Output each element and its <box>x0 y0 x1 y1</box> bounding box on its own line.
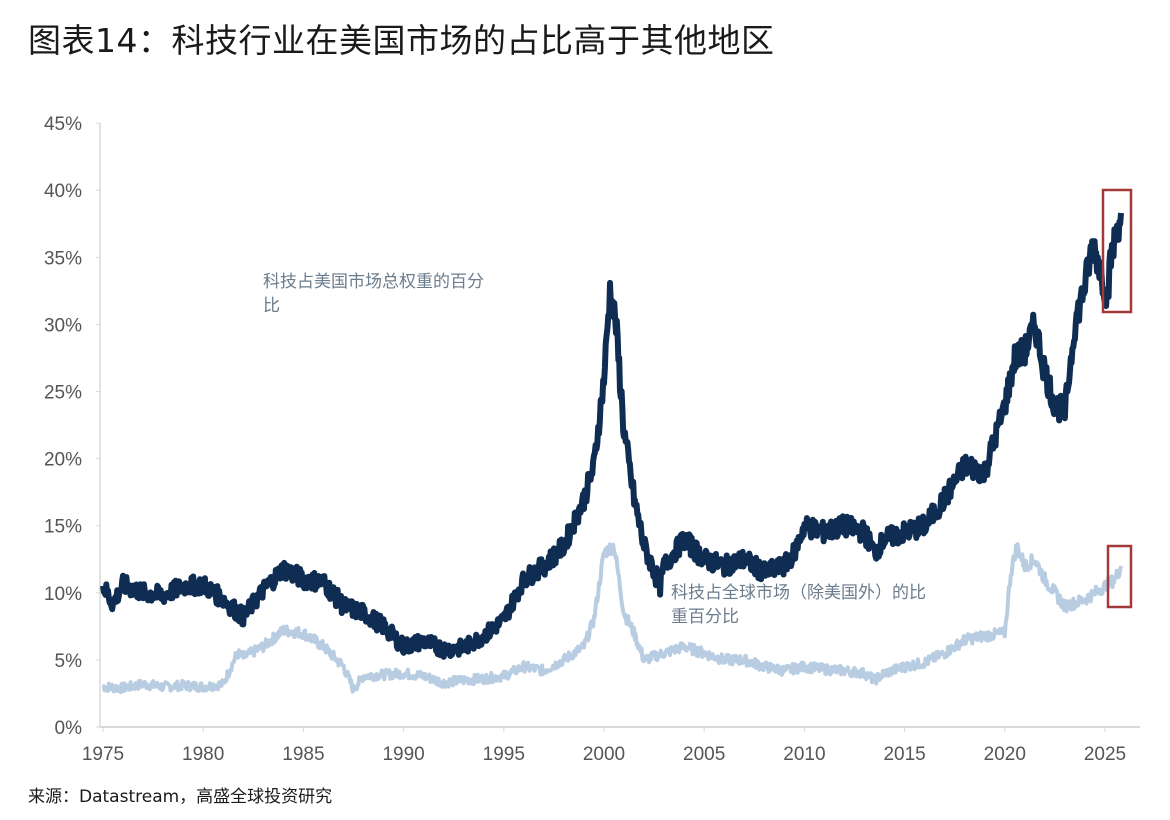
x-tick-label: 2025 <box>1084 744 1126 765</box>
global-series-label-line2: 重百分比 <box>671 607 739 627</box>
us-highlight-box <box>1101 188 1133 314</box>
chart-title: 图表14：科技行业在美国市场的占比高于其他地区 <box>28 21 775 60</box>
us-series-label-line2: 比 <box>263 296 280 316</box>
global-highlight-box <box>1106 544 1133 609</box>
y-tick-label: 0% <box>55 718 83 739</box>
source-note: 来源：Datastream，高盛全球投资研究 <box>28 787 333 807</box>
x-tick-label: 2010 <box>783 744 825 765</box>
y-tick-label: 30% <box>44 315 82 336</box>
y-tick-label: 10% <box>44 584 82 605</box>
x-tick-label: 1985 <box>282 744 324 765</box>
us-tech-line <box>100 212 1124 660</box>
highlight-boxes <box>1101 188 1133 609</box>
x-tick-label: 1995 <box>483 744 525 765</box>
annotations: 科技占美国市场总权重的百分 比 科技占全球市场（除美国外）的比 重百分比 <box>263 272 926 627</box>
series-lines <box>100 212 1124 695</box>
x-tick-label: 1990 <box>382 744 424 765</box>
y-tick-label: 40% <box>44 181 82 202</box>
x-tick-label: 1975 <box>82 744 124 765</box>
x-tick-label: 2020 <box>984 744 1026 765</box>
global-ex-us-tech-line <box>101 542 1123 695</box>
y-tick-label: 5% <box>55 651 83 672</box>
y-tick-label: 20% <box>44 450 82 471</box>
x-tick-label: 2005 <box>683 744 725 765</box>
global-series-label-line1: 科技占全球市场（除美国外）的比 <box>671 583 926 603</box>
y-tick-label: 25% <box>44 383 82 404</box>
y-tick-label: 45% <box>44 114 82 135</box>
x-tick-label: 1980 <box>182 744 224 765</box>
axes <box>96 122 1140 732</box>
x-axis-labels: 1975 1980 1985 1990 1995 2000 2005 2010 2015 2020… <box>82 744 1126 765</box>
x-tick-label: 2000 <box>583 744 625 765</box>
y-tick-label: 35% <box>44 248 82 269</box>
y-axis-labels: 0% 5% 10% 15% 20% 25% 30% 35% 40% 45% <box>44 114 82 739</box>
x-tick-label: 2015 <box>883 744 925 765</box>
us-series-label-line1: 科技占美国市场总权重的百分 <box>263 272 484 292</box>
y-tick-label: 15% <box>44 517 82 538</box>
